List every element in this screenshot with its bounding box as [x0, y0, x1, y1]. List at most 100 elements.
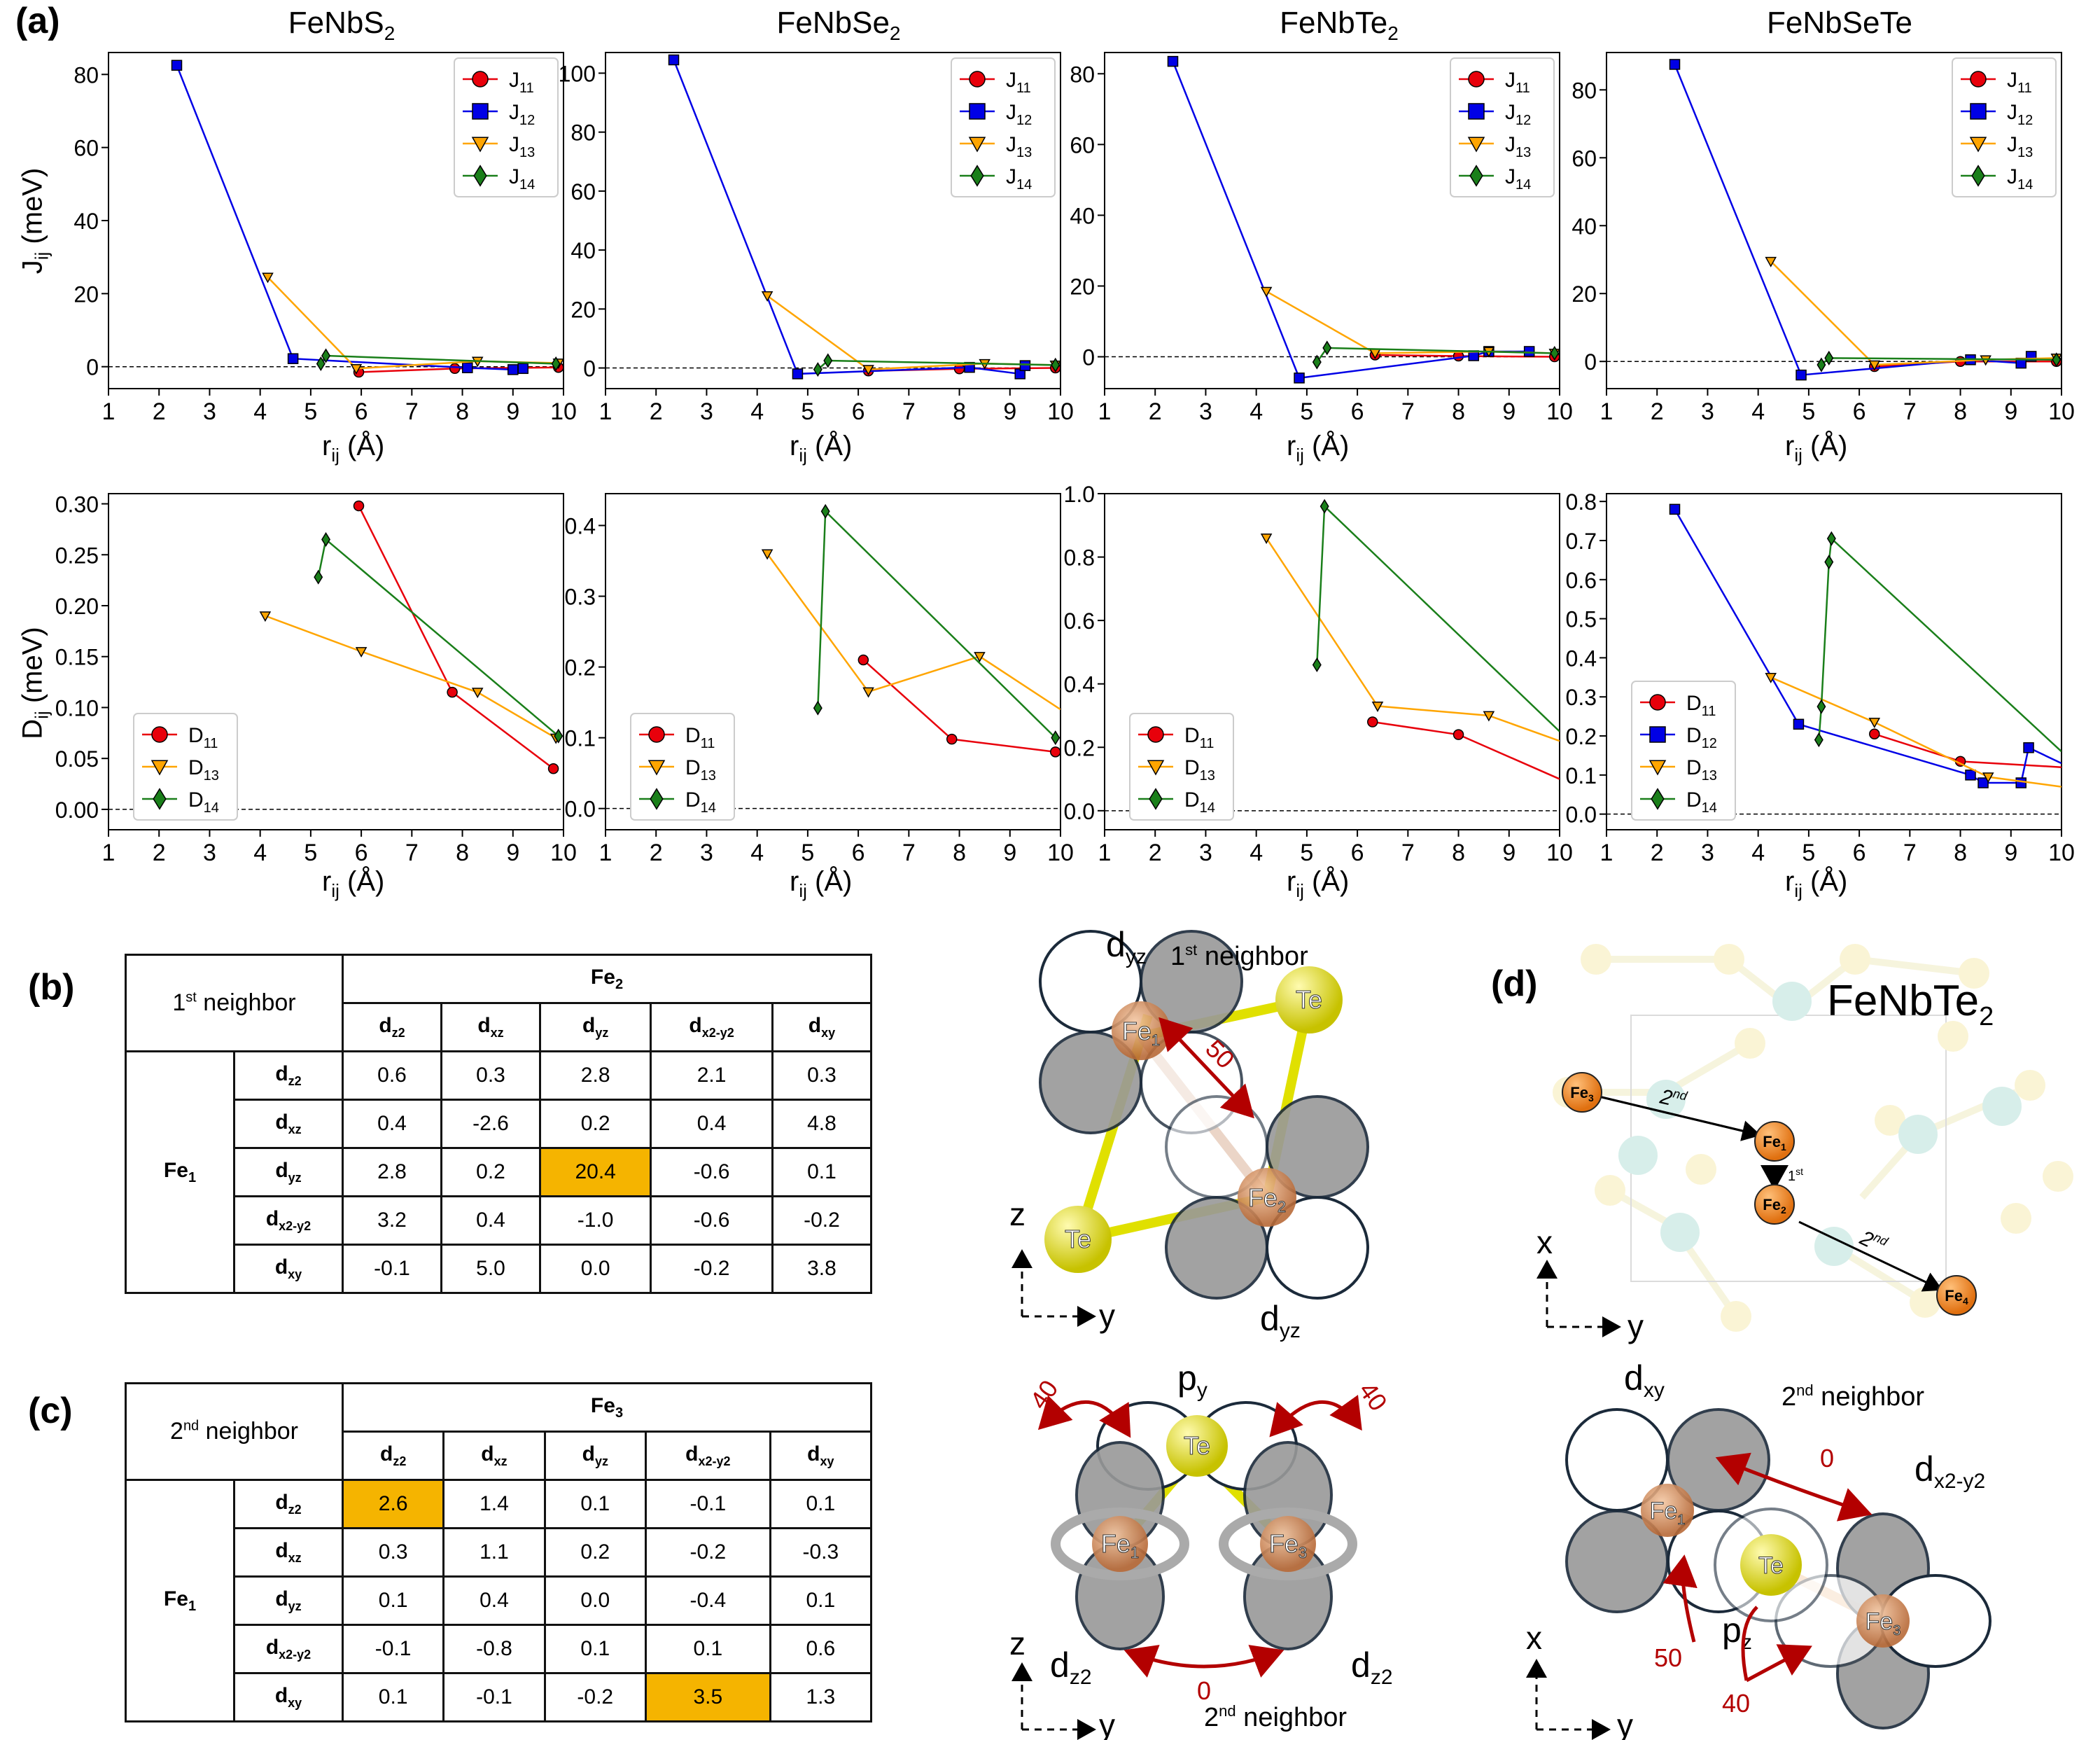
panel-a-label: (a)	[15, 1, 60, 41]
y-tick-label: 1.0	[1064, 482, 1095, 507]
x-tick-label: 4	[1751, 398, 1765, 425]
table_b-cell: 0.0	[539, 1244, 652, 1294]
legend-label: D13	[1686, 756, 1717, 784]
x-tick-label: 6	[852, 398, 865, 425]
x-tick-label: 7	[902, 398, 916, 425]
table-c-corner: 2nd neighbor	[125, 1382, 344, 1481]
x-tick-label: 7	[1903, 840, 1917, 866]
xlabel-2: rij (Å)	[790, 431, 853, 466]
x-tick-label: 3	[1701, 398, 1714, 425]
y-tick-label: 0.15	[55, 645, 99, 670]
diag-d2-te: Te	[1758, 1552, 1784, 1579]
data-point-D13	[1868, 718, 1881, 729]
table_b-cell: -0.6	[650, 1195, 774, 1246]
table_c-row-header: dxz	[233, 1527, 344, 1578]
y-tick-label: 60	[1070, 132, 1095, 158]
y-tick-label: 0.8	[1566, 489, 1597, 515]
table_b-cell: 0.3	[771, 1050, 873, 1101]
table_c-cell: -0.3	[769, 1527, 873, 1578]
diag-d2-fe3: Fe3	[1865, 1608, 1901, 1638]
legend-label: D12	[1686, 724, 1717, 751]
diag-b-te1: Te	[1296, 985, 1322, 1014]
legend-label: J14	[2007, 165, 2033, 193]
x-tick-label: 1	[1098, 398, 1112, 425]
legend-label: J13	[1505, 133, 1531, 160]
y-tick-label: 40	[74, 209, 99, 234]
table_c-cell: 2.6	[341, 1479, 445, 1529]
x-tick-label: 9	[2004, 840, 2017, 866]
plot-title-fenbsete: FeNbSeTe	[1767, 6, 1912, 40]
chart-5: 1 2 3 4 5 6 7 8 9 10 0.00 0.05 0.10 0.15 0.20 0.25 0.30 D…	[55, 492, 577, 866]
data-point-J12	[1294, 373, 1305, 384]
table-b: 1st neighbor Fe2 dz2 dxz dyz dx2-y2 dxy Fe1 d…	[125, 954, 873, 1294]
table_b-col-header: dxz	[440, 1002, 542, 1052]
y-tick-label: 0.6	[1566, 568, 1597, 593]
data-point-J13	[761, 291, 774, 302]
y-tick-label: 20	[570, 297, 596, 322]
data-point-D11	[946, 733, 958, 745]
x-tick-label: 2	[1149, 840, 1162, 866]
legend-marker	[1648, 760, 1667, 776]
x-tick-label: 1	[1600, 398, 1614, 425]
data-point-D14	[1814, 732, 1823, 748]
chart-plot-area	[1167, 55, 1560, 384]
legend-label: J14	[1505, 165, 1531, 193]
chart-plot-area	[1669, 503, 2062, 788]
y-tick-label: 60	[570, 179, 596, 204]
diag-d2-title: 2nd neighbor	[1782, 1381, 1924, 1412]
diag-b-orb-top: dyz	[1106, 925, 1147, 968]
table_c-cell: -0.1	[442, 1672, 546, 1722]
diag-d-fe1: Fe1	[1763, 1133, 1786, 1153]
data-point-D11	[447, 686, 458, 698]
table_c-cell: 1.3	[769, 1672, 873, 1722]
table_b-cell: -0.2	[650, 1244, 774, 1294]
data-point-J14	[1312, 354, 1322, 370]
data-point-J12	[792, 368, 804, 380]
chart-8: 1 2 3 4 5 6 7 8 9 10 0.0 0.1 0.2 0.3 0.4 0.5 0.6 0.7 0.8 D1…	[1566, 489, 2075, 866]
legend-label: J11	[1505, 69, 1530, 96]
xlabel-3: rij (Å)	[1287, 431, 1350, 466]
y-tick-label: 0.2	[1566, 724, 1597, 749]
diag-c-fe3: Fe3	[1269, 1529, 1307, 1561]
y-tick-label: 0	[1082, 345, 1095, 370]
data-point-J12	[287, 353, 299, 364]
data-point-D12	[1965, 770, 1976, 781]
diag-b-orb-bot: dyz	[1260, 1299, 1301, 1342]
data-point-J14	[1051, 357, 1060, 373]
diag-d-fe3: Fe3	[1570, 1084, 1594, 1104]
legend-label: J13	[509, 133, 535, 160]
legend-label: D11	[1184, 724, 1214, 751]
table_b-cell: -2.6	[440, 1099, 542, 1149]
x-tick-label: 5	[801, 840, 814, 866]
y-tick-label: 0.2	[1064, 735, 1095, 760]
y-tick-label: 40	[570, 238, 596, 263]
table_c-row-header: dxy	[233, 1672, 344, 1722]
data-point-D12	[1793, 718, 1805, 730]
x-tick-label: 8	[1452, 840, 1465, 866]
legend-box	[951, 57, 1056, 197]
x-tick-label: 9	[506, 840, 519, 866]
data-point-J13	[1260, 286, 1273, 298]
legend-label: J14	[509, 165, 535, 193]
table_b-cell: 0.4	[341, 1099, 443, 1149]
data-point-D14	[820, 503, 830, 519]
x-tick-label: 4	[253, 840, 267, 866]
data-point-D12	[1669, 503, 1681, 515]
panel-d-label: (d)	[1491, 963, 1538, 1004]
data-point-D14	[314, 569, 323, 585]
table_b-row-header: dx2-y2	[233, 1195, 344, 1246]
table_b-cell: 0.2	[440, 1147, 542, 1197]
legend-marker	[968, 137, 986, 153]
table_c-cell: 0.1	[644, 1624, 771, 1674]
chart-4: 1 2 3 4 5 6 7 8 9 10 0 20 40 60 80 J11 J12 J13 J14	[1572, 52, 2075, 425]
x-tick-label: 3	[1199, 398, 1212, 425]
x-tick-label: 2	[650, 398, 663, 425]
diag-c-axis-y: y	[1099, 1707, 1115, 1740]
diag-d-first: 1st	[1788, 1166, 1803, 1184]
diag-c-caption: 2nd neighbor	[1204, 1702, 1347, 1732]
x-tick-label: 7	[405, 840, 419, 866]
data-point-J12	[1167, 55, 1179, 67]
table_b-row-header: dxz	[233, 1099, 344, 1149]
data-point-D13	[355, 647, 368, 657]
